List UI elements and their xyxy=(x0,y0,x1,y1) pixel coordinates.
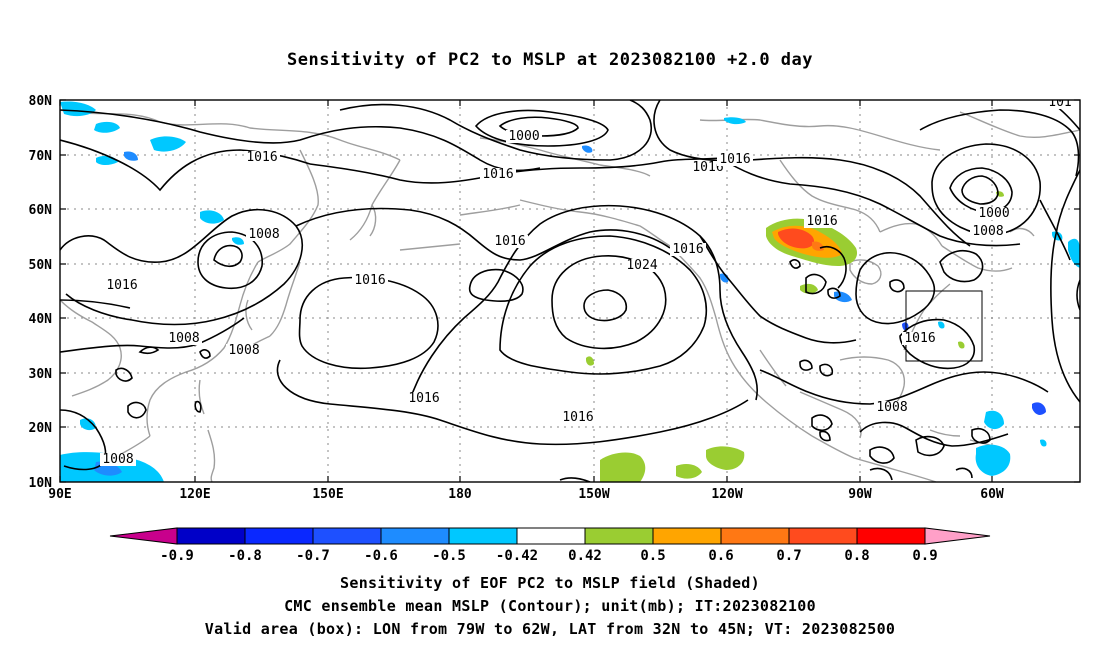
colorbar-label: -0.8 xyxy=(228,548,262,564)
colorbar-swatch xyxy=(652,527,722,545)
contour-label: 1016 xyxy=(719,152,750,167)
lon-label: 60W xyxy=(980,487,1004,502)
contour-label-bg xyxy=(670,243,706,256)
contour-label-bg xyxy=(874,401,910,414)
lon-label: 90E xyxy=(48,487,71,502)
colorbar-label: 0.8 xyxy=(844,548,869,564)
colorbar-swatch xyxy=(720,527,790,545)
longitude-labels: 90E 120E 150E 180 150W 120W 90W 60W xyxy=(48,487,1004,502)
contour-label-bg xyxy=(506,130,542,143)
colorbar: -0.9 -0.8 -0.7 -0.6 -0.5 -0.42 0.42 0.5 0.6 0.7 0.… xyxy=(109,527,991,564)
contour-label: 1016 xyxy=(408,391,439,406)
colorbar-label: -0.42 xyxy=(496,548,538,564)
lon-label: 90W xyxy=(848,487,872,502)
colorbar-label: -0.5 xyxy=(432,548,466,564)
contour-label: 1016 xyxy=(562,410,593,425)
colorbar-label: -0.7 xyxy=(296,548,330,564)
colorbar-swatch xyxy=(176,527,246,545)
contour-label-bg xyxy=(902,332,938,345)
lat-label: 70N xyxy=(29,149,53,164)
colorbar-neg-extend xyxy=(109,527,178,545)
contour-label: 1016 xyxy=(494,234,525,249)
caption-shaded: Sensitivity of EOF PC2 to MSLP field (Sh… xyxy=(340,574,760,592)
contour-label: 1016 xyxy=(692,160,723,175)
lon-label: 150W xyxy=(578,487,609,502)
colorbar-swatch xyxy=(312,527,382,545)
lat-label: 20N xyxy=(29,421,53,436)
colorbar-swatch xyxy=(584,527,654,545)
contour-label-bg xyxy=(100,453,136,466)
contour-label: 1008 xyxy=(228,343,259,358)
colorbar-swatch xyxy=(448,527,518,545)
contour-label: 1008 xyxy=(168,331,199,346)
contour-label: 1016 xyxy=(354,273,385,288)
contour-label-bg xyxy=(1046,100,1074,109)
lat-label: 40N xyxy=(29,312,53,327)
contour-label-bg xyxy=(104,279,140,292)
contour-label: 1008 xyxy=(876,400,907,415)
contour-label: 101 xyxy=(1048,95,1071,110)
contour-label: 1000 xyxy=(978,206,1009,221)
colorbar-swatch xyxy=(380,527,450,545)
page-title: Sensitivity of PC2 to MSLP at 2023082100… xyxy=(286,50,813,70)
contour-label-bg xyxy=(492,235,528,248)
lat-label: 30N xyxy=(29,367,53,382)
contour-label-bg xyxy=(352,274,388,287)
contour-label: 1008 xyxy=(102,452,133,467)
lon-label: 180 xyxy=(448,487,472,502)
sensitivity-shading xyxy=(60,101,1080,482)
colorbar-label: 0.9 xyxy=(912,548,937,564)
axis-ticks xyxy=(59,99,1080,483)
contour-label: 1016 xyxy=(806,214,837,229)
colorbar-label: 0.5 xyxy=(640,548,665,564)
contour-label-bg xyxy=(226,344,262,357)
contour-label-bg xyxy=(970,225,1006,238)
contour-label: 1008 xyxy=(972,224,1003,239)
caption-valid-area: Valid area (box): LON from 79W to 62W, L… xyxy=(204,620,896,638)
contour-label: 1000 xyxy=(508,129,539,144)
contour-label: 1016 xyxy=(482,167,513,182)
colorbar-swatch xyxy=(788,527,858,545)
contour-label: 1016 xyxy=(672,242,703,257)
contour-label-bg xyxy=(624,259,660,272)
map-gridlines xyxy=(60,100,1080,482)
contour-label-bg xyxy=(560,411,596,424)
caption-contour: CMC ensemble mean MSLP (Contour); unit(m… xyxy=(284,597,816,615)
contour-label: 1016 xyxy=(106,278,137,293)
valid-area-box xyxy=(905,290,983,362)
colorbar-label: 0.7 xyxy=(776,548,801,564)
lon-label: 150E xyxy=(312,487,343,502)
latitude-labels: 80N 70N 60N 50N 40N 30N 20N 10N xyxy=(29,94,53,491)
contour-label-bg xyxy=(244,151,280,164)
contour-label-bg xyxy=(406,392,442,405)
contour-label-bg xyxy=(480,168,516,181)
contour-label-bg xyxy=(976,207,1012,220)
map-frame xyxy=(59,99,1081,483)
contour-label: 1008 xyxy=(248,227,279,242)
mslp-contours xyxy=(60,100,1080,482)
colorbar-swatch xyxy=(856,527,926,545)
lat-label: 50N xyxy=(29,258,53,273)
colorbar-label: 0.42 xyxy=(568,548,602,564)
contour-label-bg xyxy=(166,332,202,345)
contour-label: 1016 xyxy=(246,150,277,165)
colorbar-label: 0.6 xyxy=(708,548,733,564)
colorbar-label: -0.6 xyxy=(364,548,398,564)
colorbar-pos-extend xyxy=(924,527,991,545)
contour-label-bg xyxy=(246,228,282,241)
lat-label: 10N xyxy=(29,476,53,491)
lon-label: 120W xyxy=(711,487,742,502)
contour-label-bg xyxy=(717,153,753,166)
contour-label-bg xyxy=(804,215,840,228)
contour-label: 1016 xyxy=(904,331,935,346)
lon-label: 120E xyxy=(179,487,210,502)
contour-label: 1024 xyxy=(626,258,657,273)
lat-label: 80N xyxy=(29,94,53,109)
colorbar-swatch xyxy=(516,527,586,545)
lat-label: 60N xyxy=(29,203,53,218)
colorbar-swatch xyxy=(244,527,314,545)
colorbar-label: -0.9 xyxy=(160,548,194,564)
